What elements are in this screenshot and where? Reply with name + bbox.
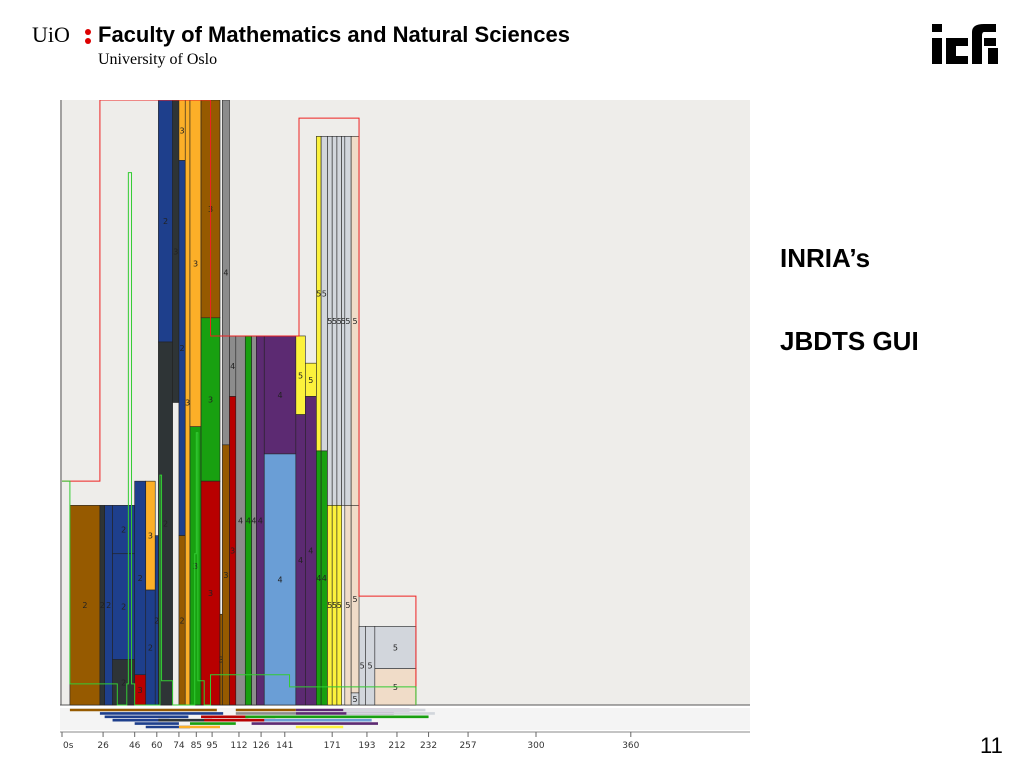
bar-label: 5 (337, 317, 342, 326)
ifi-logo-icon (932, 24, 998, 64)
bar-label: 4 (298, 556, 303, 565)
bar-label: 5 (345, 601, 350, 610)
bar-label: 5 (337, 601, 342, 610)
schedule-bar (263, 335, 297, 455)
axis-tick-label: 300 (527, 741, 544, 751)
bar-label: 4 (223, 268, 228, 277)
axis-tick-label: 141 (276, 741, 293, 751)
bar-label: 4 (316, 574, 321, 583)
axis-tick-label: 232 (420, 741, 437, 751)
schedule-bar (263, 453, 297, 706)
bar-label: 4 (258, 516, 263, 525)
bar-label: 5 (327, 317, 332, 326)
bar-label: 3 (219, 656, 224, 665)
bar-label: 2 (138, 574, 143, 583)
bar-label: 4 (238, 516, 243, 525)
bar-label: 2 (121, 678, 126, 687)
bar-label: 2 (163, 520, 168, 529)
uio-logo-dots-icon (84, 25, 92, 47)
bar-label: 3 (193, 259, 198, 268)
schedule-bar (336, 505, 342, 706)
axis-tick-label: 74 (173, 741, 185, 751)
axis-tick-label: 0s (63, 741, 74, 751)
faculty-title: Faculty of Mathematics and Natural Scien… (98, 22, 570, 47)
bar-label: 2 (154, 616, 159, 625)
bar-label: 3 (230, 547, 235, 556)
bar-label: 5 (322, 290, 327, 299)
profile-outline-green (62, 172, 417, 706)
uio-logo: UiO (32, 22, 70, 47)
bar-label: 3 (208, 395, 213, 404)
axis-tick-label: 212 (388, 741, 405, 751)
bar-label: 3 (138, 686, 143, 695)
axis-tick-label: 26 (97, 741, 109, 751)
bar-label: 2 (163, 217, 168, 226)
sidebar-line-2: JBDTS GUI (780, 326, 919, 356)
bar-label: 4 (230, 362, 235, 371)
schedule-bar (69, 505, 101, 706)
bar-label: 4 (277, 575, 282, 584)
axis-tick-label: 171 (324, 741, 341, 751)
bar-label: 2 (180, 344, 185, 353)
bar-label: 3 (223, 571, 228, 580)
axis-tick-label: 46 (129, 741, 141, 751)
bar-label: 4 (322, 574, 327, 583)
schedule-bar (374, 626, 417, 669)
bar-label: 5 (332, 317, 337, 326)
bar-label: 5 (353, 595, 358, 604)
bar-label: 5 (353, 317, 358, 326)
axis-tick-label: 95 (206, 741, 217, 751)
bar-label: 2 (82, 601, 87, 610)
bar-label: 4 (246, 516, 251, 525)
capacity-outline-red (62, 100, 417, 705)
bar-label: 3 (193, 562, 198, 571)
bar-label: 5 (345, 317, 350, 326)
bar-label: 4 (251, 516, 256, 525)
axis-tick-label: 193 (358, 741, 375, 751)
bar-label: 5 (360, 662, 365, 671)
bar-label: 5 (341, 317, 346, 326)
axis-tick-label: 257 (459, 741, 476, 751)
bar-label: 2 (106, 601, 111, 610)
bar-label: 3 (180, 126, 185, 135)
bar-label: 3 (173, 247, 178, 256)
bar-label: 2 (100, 601, 105, 610)
sidebar-line-1: INRIA’s (780, 243, 871, 273)
bar-label: 5 (393, 644, 398, 653)
university-name: University of Oslo (98, 51, 218, 68)
bar-label: 2 (148, 644, 153, 653)
bar-label: 2 (121, 526, 126, 535)
axis-tick-label: 60 (151, 741, 163, 751)
bar-label: 3 (148, 532, 153, 541)
bar-label: 5 (332, 601, 337, 610)
bar-label: 4 (277, 391, 282, 400)
bar-label: 5 (368, 662, 373, 671)
axis-tick-label: 360 (622, 741, 639, 751)
bar-label: 2 (180, 616, 185, 625)
page-number: 11 (980, 733, 1003, 758)
bar-label: 4 (308, 547, 313, 556)
axis-tick-label: 126 (252, 741, 269, 751)
bar-label: 3 (208, 589, 213, 598)
bar-label: 5 (327, 601, 332, 610)
bar-label: 5 (308, 376, 313, 385)
axis-tick-label: 112 (230, 741, 247, 751)
axis-tick-label: 85 (191, 741, 202, 751)
bar-label: 2 (121, 603, 126, 612)
bar-label: 5 (353, 695, 358, 704)
bar-label: 5 (316, 290, 321, 299)
bar-label: 5 (298, 371, 303, 380)
bar-label: 3 (185, 399, 190, 408)
